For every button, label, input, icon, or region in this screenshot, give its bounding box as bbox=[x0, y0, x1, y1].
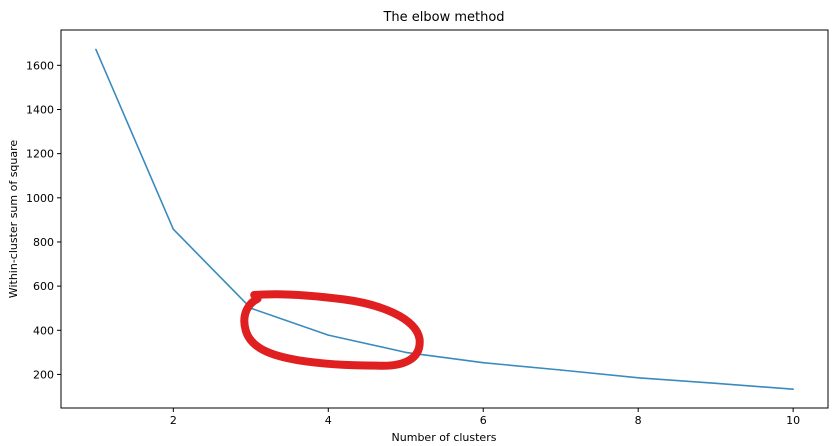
data-point bbox=[792, 388, 794, 391]
data-point bbox=[559, 369, 562, 371]
y-tick-label: 600 bbox=[33, 280, 54, 293]
y-tick-label: 1600 bbox=[26, 59, 54, 72]
x-tick-label: 6 bbox=[480, 414, 487, 427]
chart-title: The elbow method bbox=[382, 10, 504, 25]
x-axis-label: Number of clusters bbox=[392, 431, 497, 444]
series-line bbox=[95, 49, 794, 390]
x-tick-label: 8 bbox=[635, 414, 642, 427]
y-axis: 200 400 600 800 1000 1200 1400 1600 bbox=[26, 59, 61, 381]
y-tick-label: 400 bbox=[33, 324, 54, 337]
y-tick-label: 1200 bbox=[26, 148, 54, 161]
annotation-layer bbox=[240, 290, 424, 370]
data-point bbox=[95, 48, 97, 51]
data-point bbox=[637, 376, 639, 379]
x-tick-label: 10 bbox=[786, 414, 800, 427]
y-axis-label: Within-cluster sum of square bbox=[7, 140, 20, 299]
y-tick-label: 1400 bbox=[26, 103, 54, 116]
y-tick-label: 1000 bbox=[26, 192, 54, 205]
data-point bbox=[404, 351, 407, 354]
data-point bbox=[327, 334, 330, 336]
x-tick-label: 4 bbox=[325, 414, 332, 427]
data-point bbox=[714, 382, 717, 385]
x-tick-label: 2 bbox=[170, 414, 177, 427]
y-tick-label: 200 bbox=[33, 368, 54, 381]
data-point bbox=[172, 228, 175, 230]
plot-area-frame bbox=[60, 29, 829, 409]
x-axis: 2 4 6 8 10 bbox=[170, 408, 800, 427]
data-point bbox=[482, 361, 485, 364]
series-layer bbox=[95, 48, 794, 391]
y-tick-label: 800 bbox=[33, 236, 54, 249]
highlight-circle-annotation bbox=[240, 290, 424, 370]
